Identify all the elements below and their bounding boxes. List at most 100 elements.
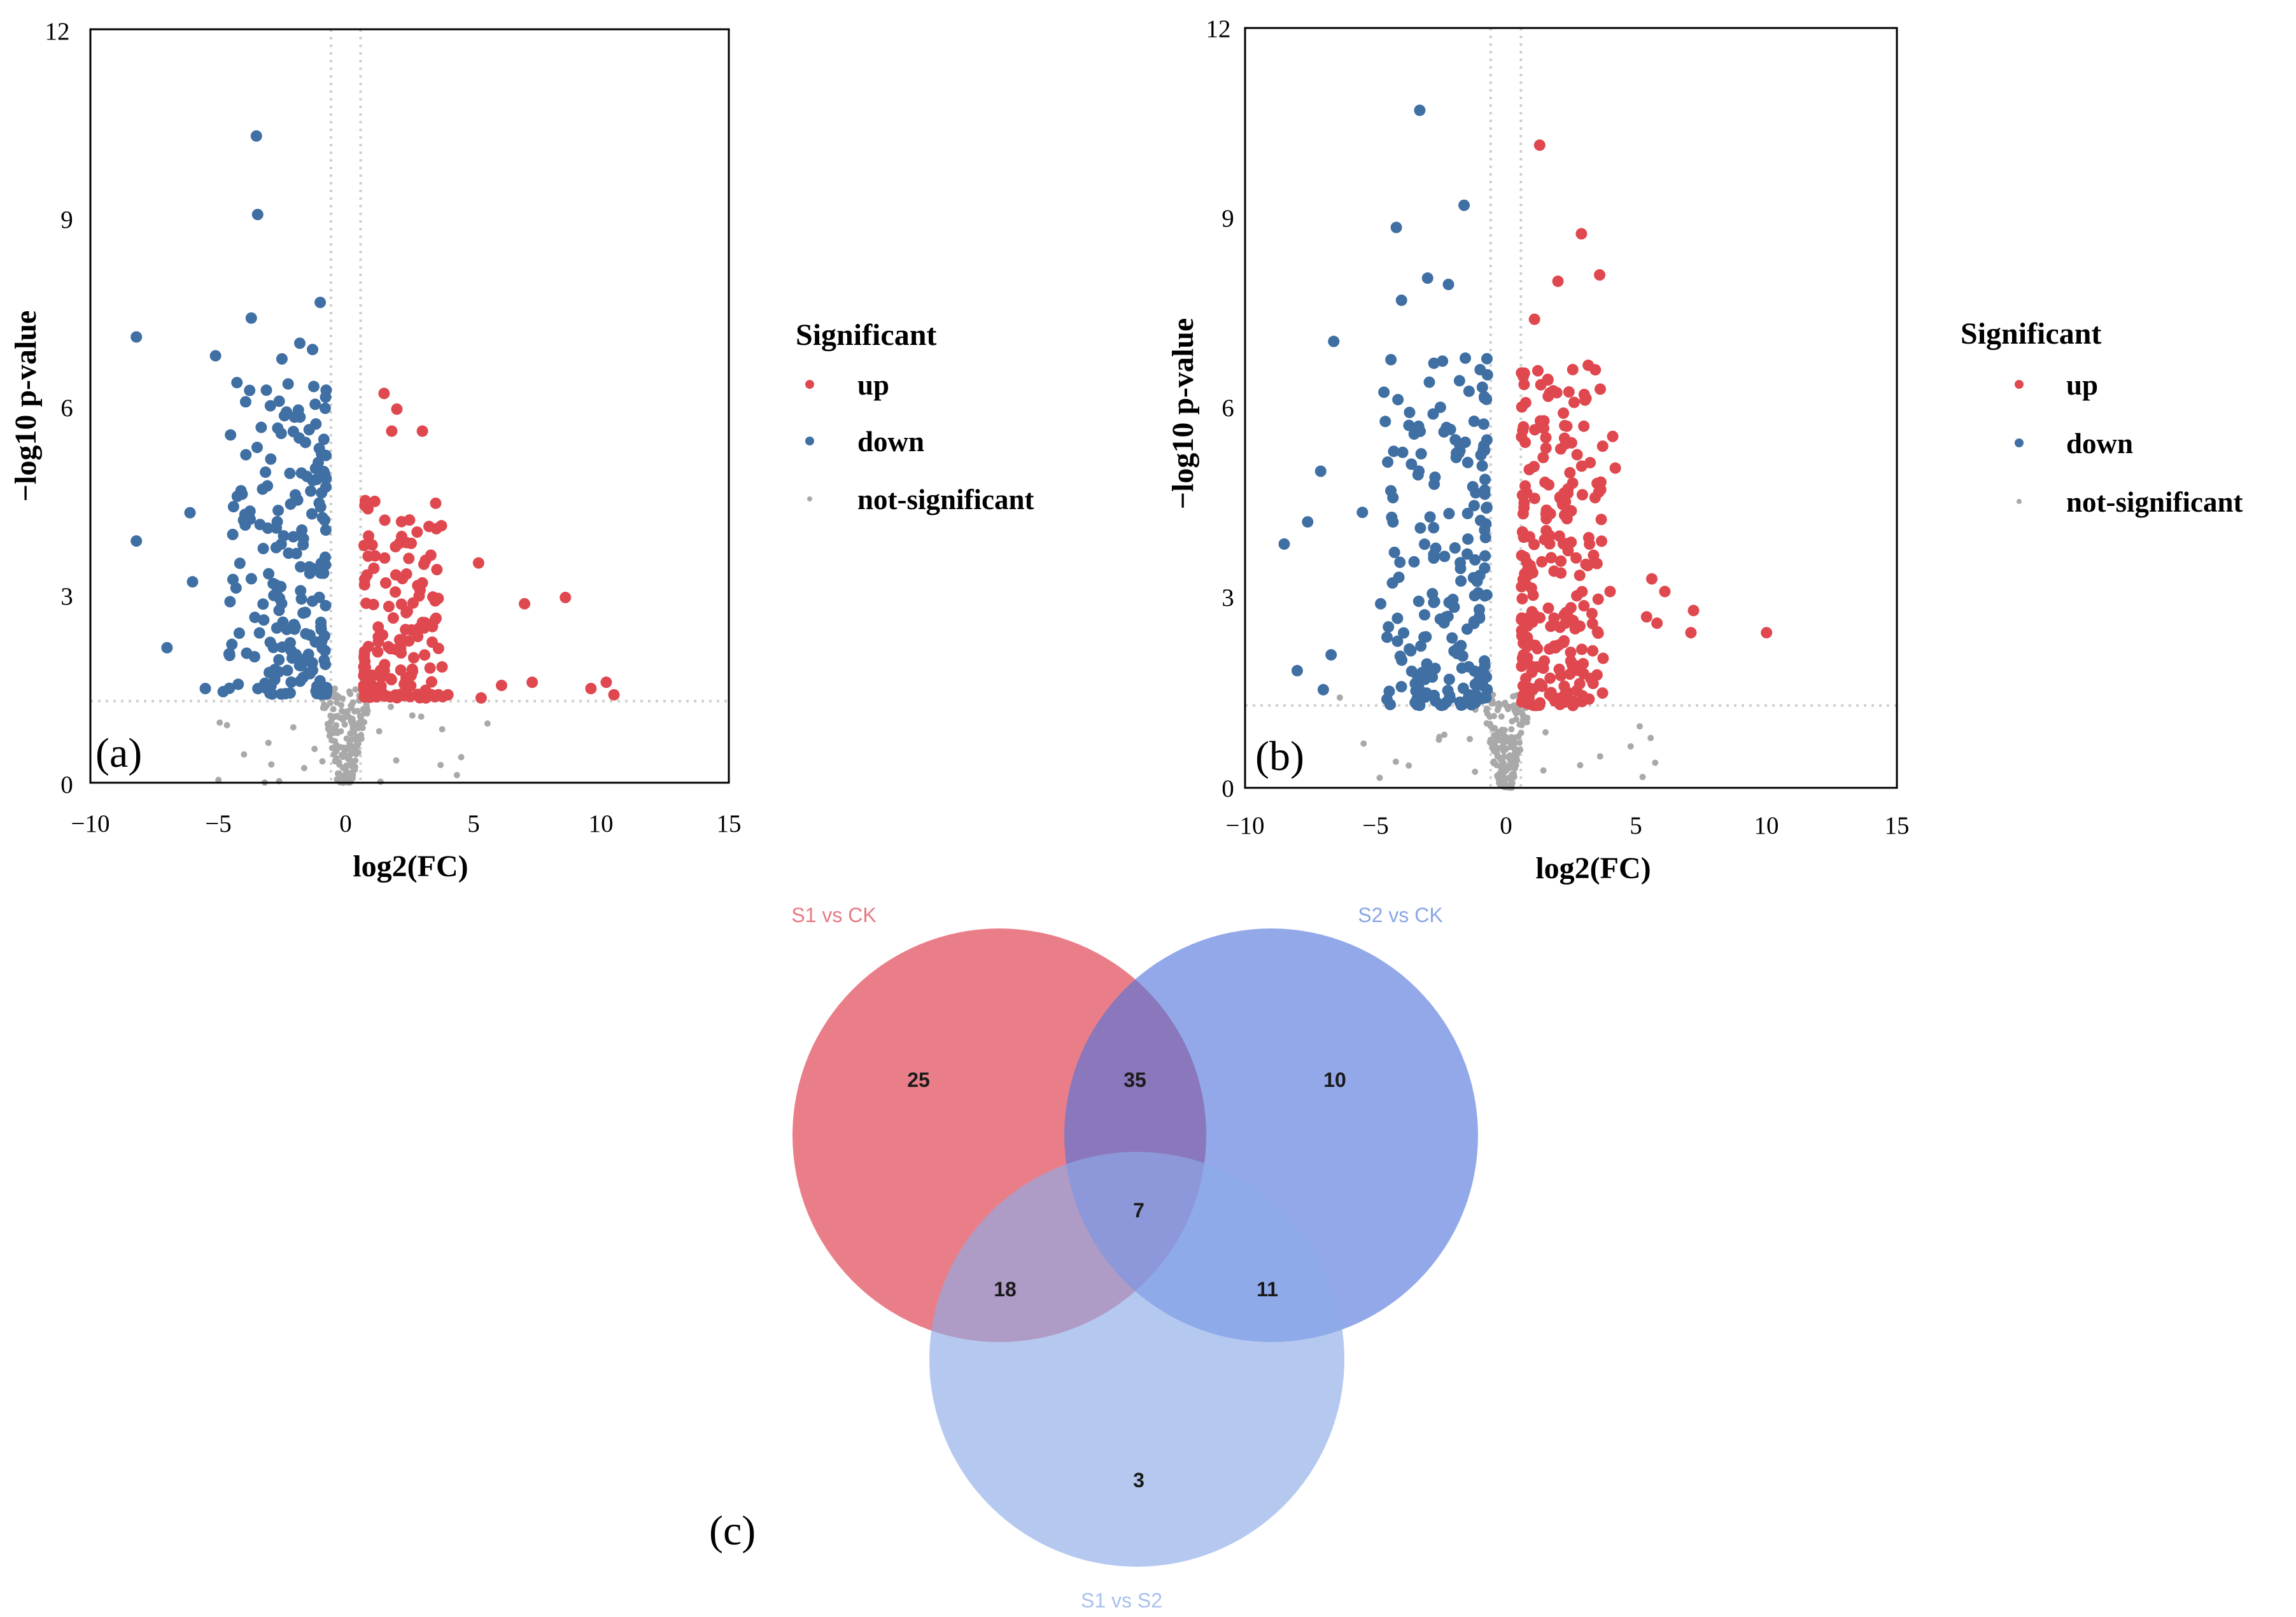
- data-point-up: [1586, 608, 1598, 620]
- data-point-up: [1545, 552, 1557, 564]
- data-point-up: [436, 661, 448, 673]
- data-point-down: [295, 561, 307, 573]
- data-point-up: [585, 683, 597, 694]
- ticks-a: 12 9 6 3 0 −10 −5 0 5 10 15: [45, 18, 742, 837]
- data-point-up: [391, 403, 403, 415]
- legend-label-down: down: [2066, 428, 2133, 459]
- data-point-down: [1458, 199, 1470, 211]
- data-point-ns: [409, 712, 416, 719]
- data-point-down: [1403, 419, 1415, 431]
- data-point-up: [1544, 672, 1556, 684]
- data-point-down: [1384, 699, 1396, 711]
- data-point-up: [1569, 623, 1581, 635]
- data-point-down: [276, 641, 288, 653]
- threshold-lines-b: [1245, 28, 1897, 788]
- data-point-ns: [290, 724, 297, 731]
- data-point-down: [1461, 507, 1474, 519]
- data-point-down: [1394, 650, 1406, 662]
- data-point-down: [1443, 596, 1455, 608]
- data-point-down: [1424, 511, 1436, 523]
- x-tick-label: 0: [339, 810, 352, 837]
- venn-count-s1s2-only: 3: [1133, 1469, 1144, 1492]
- data-point-up: [1585, 673, 1597, 685]
- data-point-ns: [334, 770, 341, 777]
- data-point-up: [416, 617, 428, 629]
- panel-label-a: (a): [95, 730, 142, 776]
- data-point-up: [431, 564, 443, 576]
- data-point-up: [1528, 538, 1540, 550]
- data-point-up: [1558, 509, 1570, 521]
- data-point-up: [1558, 487, 1570, 499]
- data-point-up: [430, 497, 442, 509]
- data-point-down: [1476, 460, 1488, 472]
- data-point-ns: [387, 703, 394, 710]
- data-point-ns: [1491, 713, 1498, 720]
- data-point-down: [278, 530, 290, 542]
- data-point-down: [1435, 699, 1447, 711]
- data-point-down: [1391, 635, 1404, 647]
- data-point-ns: [327, 712, 334, 719]
- data-point-down: [275, 688, 287, 700]
- y-tick-label: 9: [60, 206, 73, 234]
- data-point-down: [285, 676, 297, 688]
- data-point-down: [1443, 508, 1455, 520]
- data-point-up: [426, 676, 438, 688]
- data-point-up: [472, 557, 484, 569]
- legend-label-ns: not-significant: [2066, 486, 2243, 518]
- data-point-up: [1521, 487, 1533, 499]
- data-point-ns: [1472, 768, 1479, 775]
- data-point-down: [245, 312, 257, 324]
- data-point-down: [1479, 473, 1491, 486]
- data-point-up: [1548, 565, 1560, 577]
- data-point-up: [1522, 620, 1534, 632]
- data-point-up: [383, 601, 395, 613]
- data-point-up: [1517, 370, 1529, 382]
- data-point-up: [390, 541, 402, 553]
- data-point-down: [309, 463, 321, 475]
- data-point-down: [273, 605, 285, 617]
- data-point-down: [1356, 507, 1369, 519]
- data-point-down: [316, 512, 328, 524]
- data-point-ns: [337, 715, 344, 722]
- data-point-down: [1387, 516, 1399, 528]
- data-point-down: [223, 649, 236, 661]
- data-point-ns: [439, 726, 446, 733]
- data-point-ns: [1501, 732, 1508, 739]
- data-point-down: [304, 668, 316, 680]
- data-point-up: [1565, 601, 1577, 613]
- data-point-ns: [319, 758, 326, 765]
- data-point-down: [1462, 693, 1474, 705]
- data-point-down: [304, 561, 316, 573]
- data-point-down: [1374, 598, 1386, 610]
- data-point-ns: [339, 764, 346, 771]
- data-point-up: [413, 590, 425, 602]
- data-point-ns: [1506, 755, 1513, 762]
- data-point-up: [358, 669, 370, 682]
- data-point-up: [1575, 228, 1588, 240]
- data-point-up: [1536, 556, 1548, 568]
- data-point-ns: [1392, 759, 1399, 766]
- data-point-ns: [343, 735, 350, 742]
- data-point-down: [1481, 368, 1493, 381]
- data-point-up: [1651, 617, 1663, 629]
- points-a: [130, 130, 620, 786]
- data-point-up: [1533, 139, 1546, 151]
- data-point-down: [266, 688, 278, 700]
- data-point-down: [1460, 352, 1472, 364]
- data-point-up: [385, 674, 397, 686]
- data-point-up: [1539, 533, 1551, 545]
- data-point-down: [320, 472, 332, 484]
- data-point-up: [1564, 466, 1576, 479]
- data-point-up: [1558, 680, 1570, 692]
- data-point-down: [316, 635, 328, 647]
- data-point-up: [1517, 508, 1529, 520]
- plot-frame-b: [1244, 27, 1898, 789]
- data-point-ns: [484, 720, 491, 727]
- data-point-down: [316, 448, 328, 460]
- data-point-down: [239, 519, 251, 531]
- data-point-down: [1388, 445, 1400, 458]
- data-point-down: [276, 353, 288, 365]
- data-point-down: [1397, 446, 1409, 458]
- data-point-ns: [323, 703, 330, 710]
- data-point-up: [1578, 420, 1590, 432]
